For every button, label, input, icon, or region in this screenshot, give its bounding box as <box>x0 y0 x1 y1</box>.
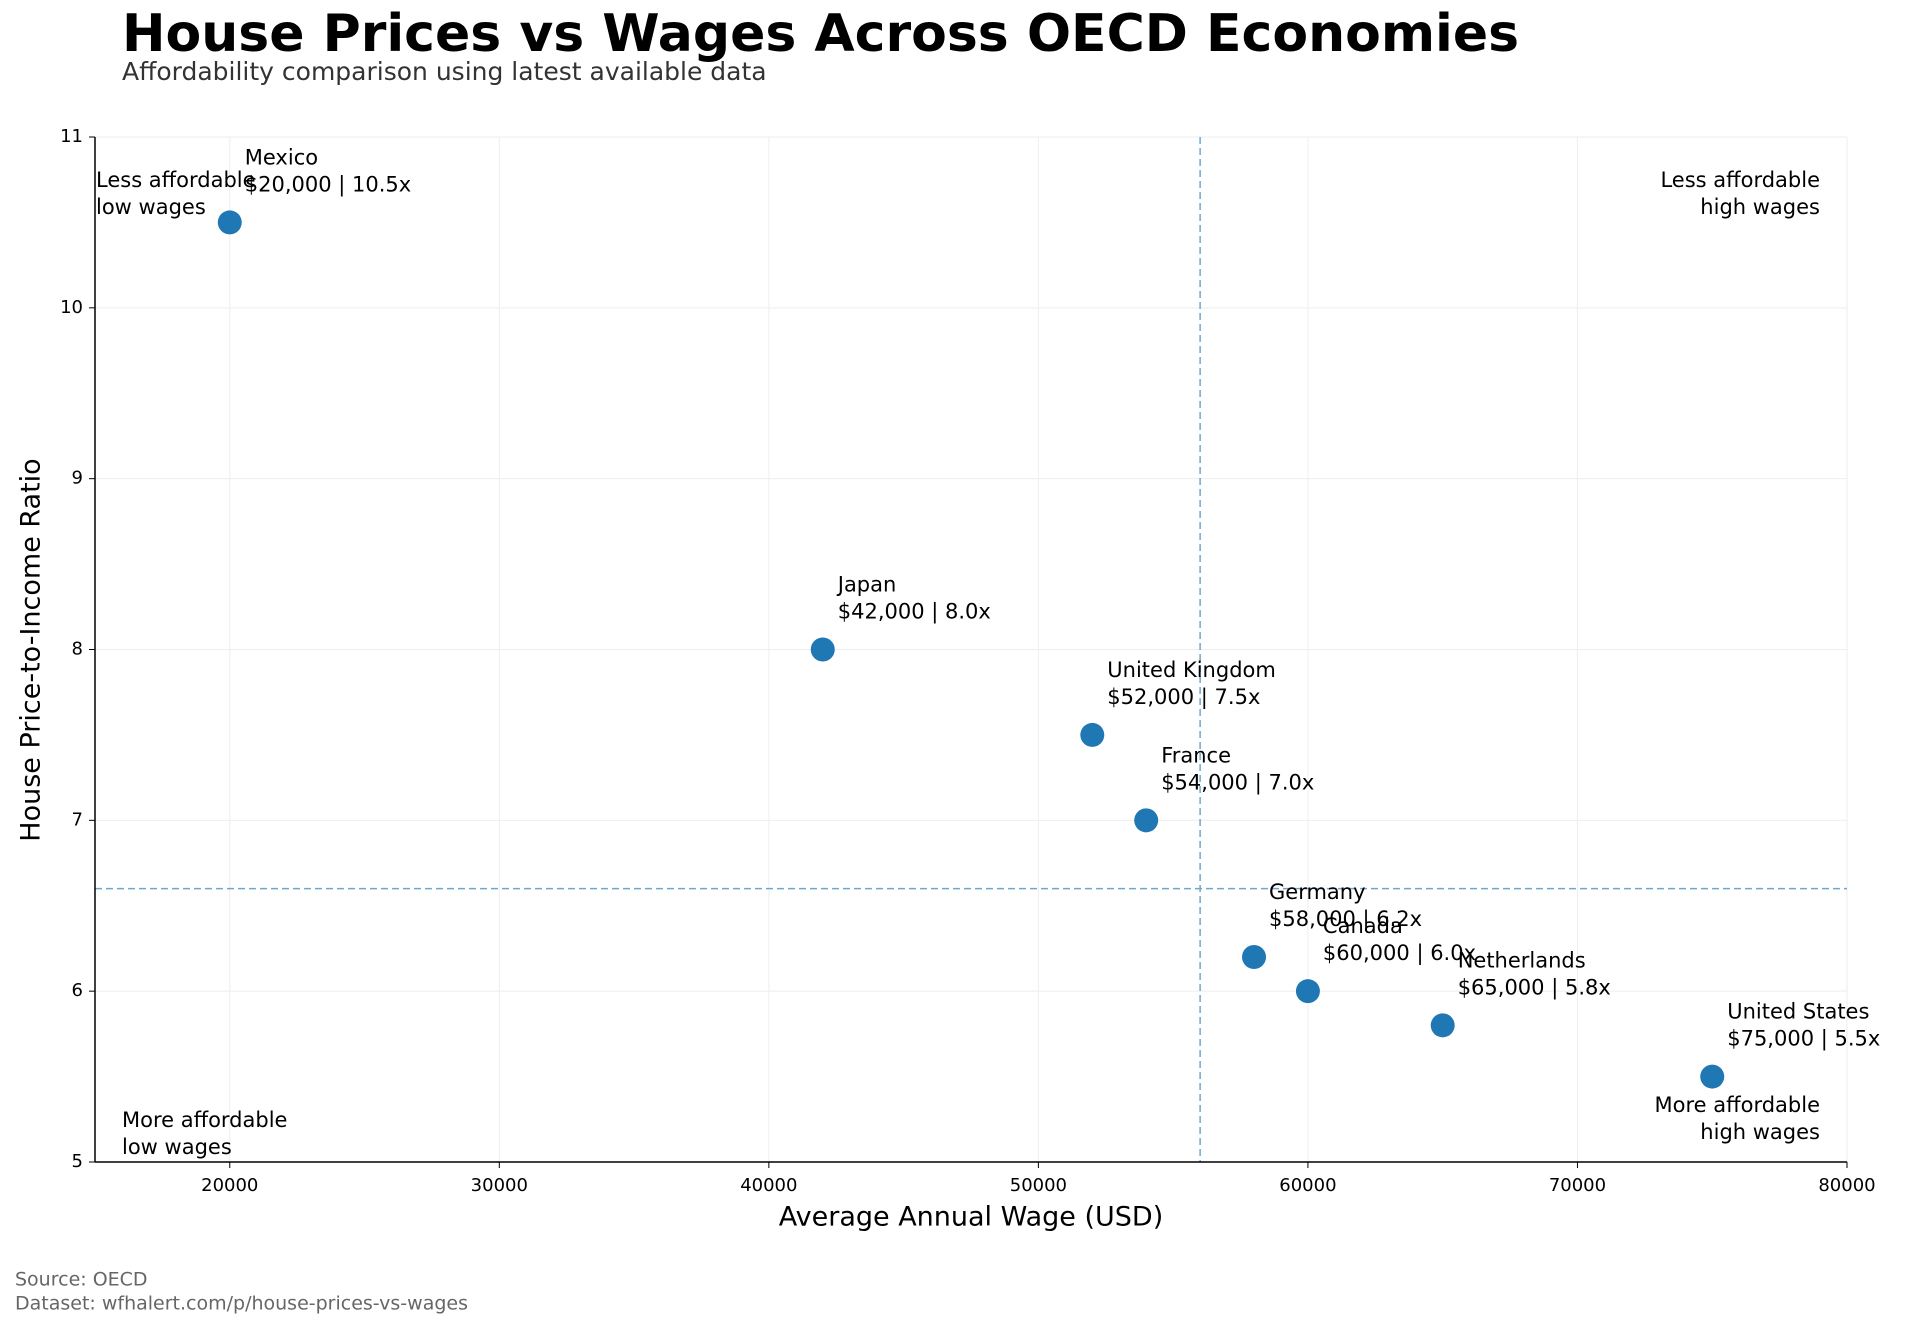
y-axis-label: House Price-to-Income Ratio <box>16 458 47 841</box>
quadrant-note: low wages <box>96 195 206 219</box>
x-axis-label: Average Annual Wage (USD) <box>779 1202 1164 1233</box>
footer-source: Source: OECD <box>15 1269 148 1291</box>
point <box>1242 945 1267 969</box>
x-tick-label: 80000 <box>1818 1175 1875 1196</box>
x-tick-label: 20000 <box>201 1175 258 1196</box>
y-tick-label: 10 <box>60 297 83 318</box>
quadrant-note: high wages <box>1700 195 1820 219</box>
point-value-label: $58,000 | 6.2x <box>1269 907 1422 932</box>
quadrant-note: More affordable <box>122 1108 287 1132</box>
point <box>217 210 242 235</box>
y-tick-label: 8 <box>72 639 83 660</box>
x-tick-label: 40000 <box>740 1175 797 1196</box>
point-name: Germany <box>1269 880 1366 904</box>
point-value-label: $42,000 | 8.0x <box>838 600 991 625</box>
quadrant-note: Less affordable <box>1660 168 1820 192</box>
point-value-label: $65,000 | 5.8x <box>1458 975 1611 1000</box>
point <box>1134 808 1159 833</box>
point <box>1295 979 1320 1004</box>
point-value-label: $60,000 | 6.0x <box>1323 941 1476 966</box>
point <box>1700 1064 1725 1089</box>
point <box>810 637 835 662</box>
x-tick-label: 50000 <box>1010 1175 1067 1196</box>
chart-title: House Prices vs Wages Across OECD Econom… <box>122 4 1519 64</box>
y-tick-label: 7 <box>72 809 83 830</box>
point-name: Mexico <box>245 145 318 169</box>
y-tick-label: 9 <box>72 468 83 489</box>
point-value-label: $54,000 | 7.0x <box>1161 770 1314 795</box>
y-tick-label: 11 <box>60 126 83 147</box>
point-name: Japan <box>836 573 897 597</box>
point-value-label: $52,000 | 7.5x <box>1107 685 1260 710</box>
x-tick-label: 70000 <box>1549 1175 1606 1196</box>
quadrant-note: Less affordable <box>96 168 256 192</box>
point-name: Netherlands <box>1458 948 1586 972</box>
quadrant-note: high wages <box>1700 1120 1820 1144</box>
point <box>1430 1013 1455 1038</box>
point-name: Canada <box>1323 914 1403 938</box>
point-name: United States <box>1727 1000 1869 1024</box>
quadrant-note: low wages <box>122 1135 232 1159</box>
point-value-label: $20,000 | 10.5x <box>245 172 411 197</box>
y-tick-label: 5 <box>72 1151 83 1172</box>
point-value-label: $75,000 | 5.5x <box>1727 1027 1880 1052</box>
y-tick-label: 6 <box>72 980 83 1001</box>
x-tick-label: 30000 <box>471 1175 528 1196</box>
quadrant-note: More affordable <box>1655 1093 1820 1117</box>
footer-dataset: Dataset: wfhalert.com/p/house-prices-vs-… <box>15 1293 468 1315</box>
point <box>1080 722 1105 747</box>
x-tick-label: 60000 <box>1279 1175 1336 1196</box>
point-name: United Kingdom <box>1107 658 1276 682</box>
point-name: France <box>1161 743 1231 767</box>
chart-subtitle: Affordability comparison using latest av… <box>122 57 767 86</box>
